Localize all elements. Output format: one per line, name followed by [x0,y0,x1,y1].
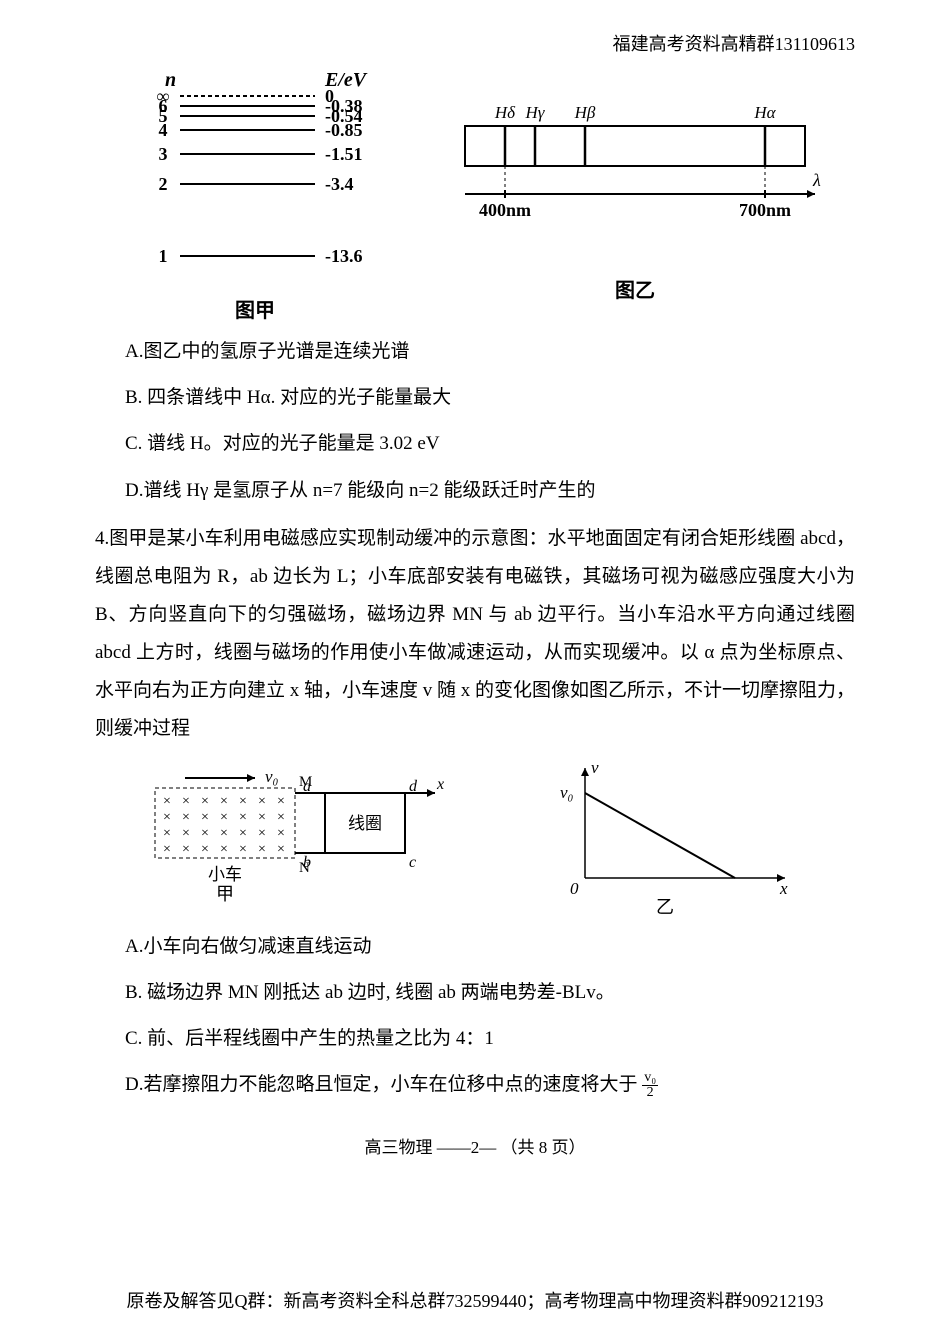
figure-3-container: ××××××××××××××××××××××××××××v₀MNadbc线圈x小… [135,758,455,918]
page-footer: 高三物理 ——2— （共 8 页） [95,1133,855,1158]
svg-text:700nm: 700nm [739,200,791,220]
svg-text:×: × [163,794,171,809]
svg-text:×: × [220,826,228,841]
svg-text:×: × [201,842,209,857]
q3-option-b: B. 四条谱线中 Hα. 对应的光子能量最大 [125,381,855,415]
svg-text:×: × [277,826,285,841]
q4-option-d-prefix: D.若摩擦阻力不能忽略且恒定，小车在位移中点的速度将大于 [125,1074,642,1095]
q4-text: 4.图甲是某小车利用电磁感应实现制动缓冲的示意图：水平地面固定有闭合矩形线圈 a… [95,520,855,748]
svg-text:×: × [182,842,190,857]
svg-text:1: 1 [159,246,168,266]
fig1-caption: 图甲 [235,294,275,323]
svg-text:-13.6: -13.6 [325,246,363,266]
spectrum-diagram: Hδ Hγ Hβ Hα 400nm 700nm λ [445,66,825,266]
svg-text:Hβ: Hβ [574,103,596,122]
q4-option-d: D.若摩擦阻力不能忽略且恒定，小车在位移中点的速度将大于 v₀ 2 [125,1068,855,1102]
svg-text:Hδ: Hδ [494,103,516,122]
svg-text:2: 2 [159,174,168,194]
svg-text:×: × [220,794,228,809]
svg-text:×: × [239,810,247,825]
svg-text:×: × [258,794,266,809]
q3-option-d: D.谱线 Hγ 是氢原子从 n=7 能级向 n=2 能级跃迁时产生的 [125,474,855,508]
svg-text:小车: 小车 [208,865,242,884]
svg-text:×: × [277,842,285,857]
vx-graph: v v₀ 0 x 乙 [535,758,815,918]
svg-text:-0.85: -0.85 [325,120,363,140]
svg-text:×: × [239,842,247,857]
svg-text:×: × [239,826,247,841]
svg-text:v₀: v₀ [560,783,574,802]
header-watermark: 福建高考资料高精群131109613 [95,30,855,56]
q4-number: 4. [95,528,109,549]
svg-text:×: × [277,794,285,809]
svg-text:Hα: Hα [753,103,776,122]
svg-text:v: v [591,758,599,777]
fraction-v0-2: v₀ 2 [642,1071,658,1100]
figures-row-2: ××××××××××××××××××××××××××××v₀MNadbc线圈x小… [95,758,855,918]
fraction-num: v₀ [642,1071,658,1086]
car-coil-diagram: ××××××××××××××××××××××××××××v₀MNadbc线圈x小… [135,758,455,918]
q4-body: 图甲是某小车利用电磁感应实现制动缓冲的示意图：水平地面固定有闭合矩形线圈 abc… [95,528,855,739]
svg-text:×: × [163,826,171,841]
figure-1-container: n E/eV ∞06-0.385-0.544-0.853-1.512-3.41-… [125,66,385,323]
q3-option-c: C. 谱线 H。对应的光子能量是 3.02 eV [125,427,855,461]
svg-text:a: a [303,778,311,795]
svg-text:-3.4: -3.4 [325,174,354,194]
svg-text:0: 0 [570,879,579,898]
svg-text:×: × [220,842,228,857]
energy-level-diagram: n E/eV ∞06-0.385-0.544-0.853-1.512-3.41-… [125,66,385,286]
svg-text:c: c [409,854,416,871]
svg-text:3: 3 [159,144,168,164]
svg-text:×: × [163,842,171,857]
q4-option-c: C. 前、后半程线圈中产生的热量之比为 4：1 [125,1022,855,1056]
svg-text:×: × [182,794,190,809]
q4-option-b: B. 磁场边界 MN 刚抵达 ab 边时, 线圈 ab 两端电势差-BLv。 [125,976,855,1010]
svg-text:b: b [303,854,311,871]
svg-text:×: × [220,810,228,825]
svg-text:x: x [436,776,444,793]
svg-text:甲: 甲 [216,884,234,904]
figures-row-1: n E/eV ∞06-0.385-0.544-0.853-1.512-3.41-… [95,66,855,323]
svg-text:×: × [239,794,247,809]
svg-text:×: × [163,810,171,825]
figure-4-container: v v₀ 0 x 乙 [535,758,815,918]
svg-text:-1.51: -1.51 [325,144,363,164]
svg-text:×: × [258,842,266,857]
svg-text:乙: 乙 [656,897,674,917]
svg-text:线圈: 线圈 [348,814,382,833]
svg-text:×: × [258,826,266,841]
svg-text:×: × [201,826,209,841]
bottom-footer: 原卷及解答见Q群：新高考资料全科总群732599440；高考物理高中物理资料群9… [0,1287,950,1313]
fraction-den: 2 [642,1086,658,1100]
fig2-caption: 图乙 [615,274,655,303]
svg-text:×: × [277,810,285,825]
svg-text:×: × [182,810,190,825]
svg-text:×: × [201,810,209,825]
figure-2-container: Hδ Hγ Hβ Hα 400nm 700nm λ 图乙 [445,66,825,303]
svg-text:4: 4 [159,120,168,140]
q4-option-a: A.小车向右做匀减速直线运动 [125,930,855,964]
svg-text:Hγ: Hγ [525,103,546,122]
svg-text:×: × [182,826,190,841]
svg-text:400nm: 400nm [479,200,531,220]
svg-text:v₀: v₀ [265,767,279,786]
svg-text:×: × [258,810,266,825]
q3-option-a: A.图乙中的氢原子光谱是连续光谱 [125,335,855,369]
svg-text:×: × [201,794,209,809]
svg-text:λ: λ [812,170,821,190]
svg-text:x: x [779,879,788,898]
